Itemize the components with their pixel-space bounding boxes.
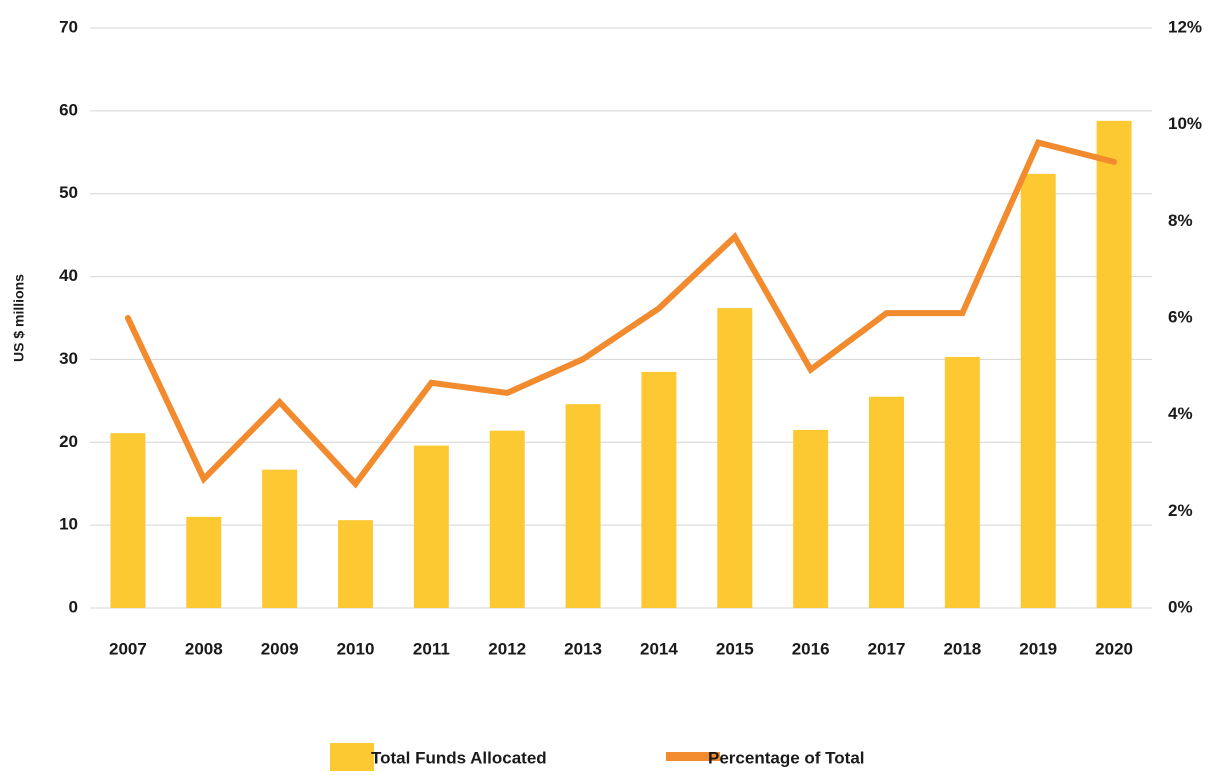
x-tick-label: 2019 bbox=[1019, 639, 1057, 658]
bar bbox=[1096, 120, 1132, 609]
bar bbox=[869, 396, 904, 608]
y-axis-label: US $ millions bbox=[11, 274, 27, 362]
y-tick-label: 60 bbox=[59, 100, 78, 119]
y-tick-label: 40 bbox=[59, 266, 78, 285]
line bbox=[124, 139, 1118, 489]
bar bbox=[793, 429, 829, 608]
x-tick-label: 2014 bbox=[640, 639, 678, 658]
y2-tick-label: 4% bbox=[1168, 404, 1193, 423]
x-tick-label: 2008 bbox=[185, 639, 223, 658]
bar bbox=[110, 433, 146, 608]
y2-tick-label: 6% bbox=[1168, 307, 1193, 326]
bar bbox=[262, 469, 298, 608]
legend-label: Percentage of Total bbox=[708, 748, 865, 767]
x-tick-label: 2016 bbox=[792, 639, 830, 658]
legend-label: Total Funds Allocated bbox=[371, 748, 547, 767]
y2-tick-label: 10% bbox=[1168, 114, 1202, 133]
y-tick-label: 70 bbox=[59, 17, 78, 36]
y2-tick-label: 0% bbox=[1168, 597, 1193, 616]
y2-tick-label: 12% bbox=[1168, 17, 1202, 36]
x-tick-label: 2007 bbox=[109, 639, 147, 658]
bar bbox=[717, 308, 753, 608]
bar bbox=[944, 356, 980, 608]
bar bbox=[338, 520, 373, 608]
x-tick-label: 2017 bbox=[868, 639, 906, 658]
y-tick-label: 10 bbox=[59, 515, 78, 534]
x-tick-label: 2015 bbox=[716, 639, 754, 658]
x-tick-label: 2020 bbox=[1095, 639, 1133, 658]
bar bbox=[186, 516, 222, 608]
bar bbox=[565, 404, 601, 608]
legend-swatch bbox=[330, 743, 374, 771]
y2-tick-label: 2% bbox=[1168, 501, 1193, 520]
y-tick-label: 0 bbox=[69, 597, 78, 616]
x-tick-label: 2010 bbox=[337, 639, 375, 658]
y-tick-label: 50 bbox=[59, 183, 78, 202]
x-tick-label: 2009 bbox=[261, 639, 299, 658]
x-tick-label: 2013 bbox=[564, 639, 602, 658]
x-tick-label: 2018 bbox=[943, 639, 981, 658]
bar bbox=[489, 430, 525, 608]
bar bbox=[1020, 173, 1056, 609]
y-tick-label: 20 bbox=[59, 432, 78, 451]
x-tick-label: 2012 bbox=[488, 639, 526, 658]
y2-tick-label: 8% bbox=[1168, 211, 1193, 230]
bar bbox=[413, 445, 449, 608]
x-tick-label: 2011 bbox=[413, 639, 450, 658]
bar bbox=[641, 371, 677, 608]
y-tick-label: 30 bbox=[59, 349, 78, 368]
legend-swatch bbox=[666, 752, 720, 761]
